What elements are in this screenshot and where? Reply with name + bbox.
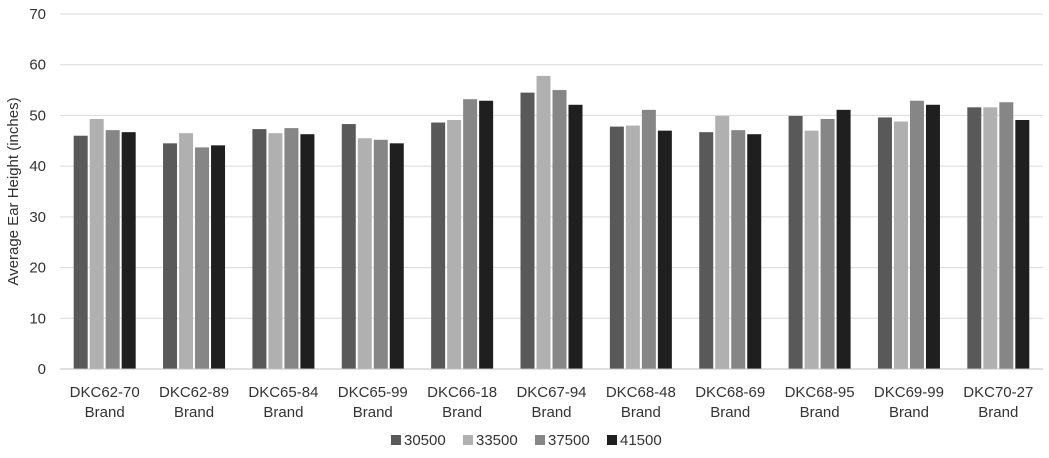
bar-41500-dkc65-99 [389, 143, 404, 369]
y-tick-label: 0 [38, 361, 46, 378]
x-category-label: Brand [978, 404, 1018, 421]
bar-37500-dkc70-27 [999, 102, 1014, 369]
x-category-label: Brand [85, 404, 125, 421]
x-category-label: DKC62-89 [159, 384, 229, 401]
x-category-label: Brand [800, 404, 840, 421]
legend-label: 33500 [476, 432, 518, 449]
bar-37500-dkc62-89 [195, 147, 210, 369]
bar-33500-dkc62-89 [179, 133, 194, 369]
legend-swatch [535, 435, 545, 445]
bar-37500-dkc66-18 [463, 99, 478, 369]
bar-30500-dkc68-69 [699, 132, 714, 369]
y-tick-label: 20 [29, 260, 46, 277]
bar-41500-dkc70-27 [1015, 119, 1030, 369]
y-axis-ticks: 0 10 20 30 40 50 60 70 [29, 6, 46, 378]
x-category-label: DKC68-69 [695, 384, 765, 401]
bar-41500-dkc65-84 [300, 134, 315, 369]
x-category-label: Brand [353, 404, 393, 421]
y-tick-label: 40 [29, 158, 46, 175]
legend-swatch [463, 435, 473, 445]
bar-37500-dkc68-95 [820, 118, 835, 369]
bar-41500-dkc62-89 [211, 145, 226, 369]
bar-30500-dkc62-70 [73, 135, 88, 369]
y-tick-label: 50 [29, 107, 46, 124]
bar-37500-dkc68-48 [641, 109, 656, 369]
bar-33500-dkc65-99 [357, 138, 372, 369]
bar-30500-dkc62-89 [163, 143, 178, 369]
x-category-label: Brand [531, 404, 571, 421]
y-tick-label: 30 [29, 209, 46, 226]
bar-33500-dkc66-18 [447, 119, 462, 369]
bar-30500-dkc65-84 [252, 129, 267, 369]
bar-30500-dkc67-94 [520, 92, 535, 369]
bar-37500-dkc69-99 [909, 100, 924, 369]
y-tick-label: 60 [29, 57, 46, 74]
category-labels: DKC62-70 Brand DKC62-89 Brand DKC65-84 Brand D… [70, 384, 1034, 421]
bar-30500-dkc69-99 [877, 117, 892, 369]
x-category-label: DKC68-95 [785, 384, 855, 401]
bar-37500-dkc62-70 [105, 130, 120, 369]
x-category-label: Brand [263, 404, 303, 421]
bars [73, 75, 1030, 370]
bar-33500-dkc68-69 [715, 115, 730, 369]
x-category-label: Brand [889, 404, 929, 421]
bar-37500-dkc65-84 [284, 128, 299, 369]
bar-37500-dkc68-69 [731, 130, 746, 369]
bar-33500-dkc67-94 [536, 75, 551, 369]
x-category-label: DKC62-70 [70, 384, 140, 401]
bar-37500-dkc67-94 [552, 90, 567, 370]
x-category-label: DKC66-18 [427, 384, 497, 401]
bar-33500-dkc68-48 [625, 125, 640, 369]
x-category-label: DKC67-94 [516, 384, 586, 401]
bar-33500-dkc62-70 [89, 118, 104, 369]
bar-33500-dkc69-99 [893, 121, 908, 369]
x-category-label: DKC69-99 [874, 384, 944, 401]
bar-33500-dkc65-84 [268, 133, 283, 369]
bar-41500-dkc68-69 [747, 134, 762, 369]
legend-label: 30500 [404, 432, 446, 449]
x-category-label: Brand [710, 404, 750, 421]
legend-label: 37500 [548, 432, 590, 449]
bar-41500-dkc68-95 [836, 109, 851, 369]
legend-swatch [607, 435, 617, 445]
legend: 30500 33500 37500 41500 [391, 432, 662, 449]
bar-30500-dkc68-48 [609, 126, 624, 369]
bar-30500-dkc65-99 [341, 124, 356, 369]
x-category-label: Brand [442, 404, 482, 421]
bar-33500-dkc68-95 [804, 130, 819, 369]
bar-41500-dkc66-18 [479, 100, 494, 369]
x-category-label: Brand [174, 404, 214, 421]
bar-41500-dkc69-99 [925, 104, 940, 370]
x-category-label: DKC68-48 [606, 384, 676, 401]
x-category-label: DKC65-99 [338, 384, 408, 401]
bar-30500-dkc68-95 [788, 115, 803, 369]
bar-30500-dkc70-27 [967, 107, 982, 370]
x-category-label: DKC70-27 [963, 384, 1033, 401]
y-tick-label: 70 [29, 6, 46, 23]
bar-41500-dkc67-94 [568, 104, 583, 370]
bar-37500-dkc65-99 [373, 139, 388, 369]
x-category-label: DKC65-84 [248, 384, 318, 401]
y-tick-label: 10 [29, 310, 46, 327]
bar-33500-dkc70-27 [983, 107, 998, 370]
bar-41500-dkc62-70 [121, 132, 136, 369]
legend-label: 41500 [620, 432, 662, 449]
y-axis-label: Average Ear Height (inches) [5, 97, 22, 285]
bar-41500-dkc68-48 [657, 130, 672, 369]
bar-30500-dkc66-18 [431, 122, 446, 370]
legend-swatch [391, 435, 401, 445]
x-category-label: Brand [621, 404, 661, 421]
